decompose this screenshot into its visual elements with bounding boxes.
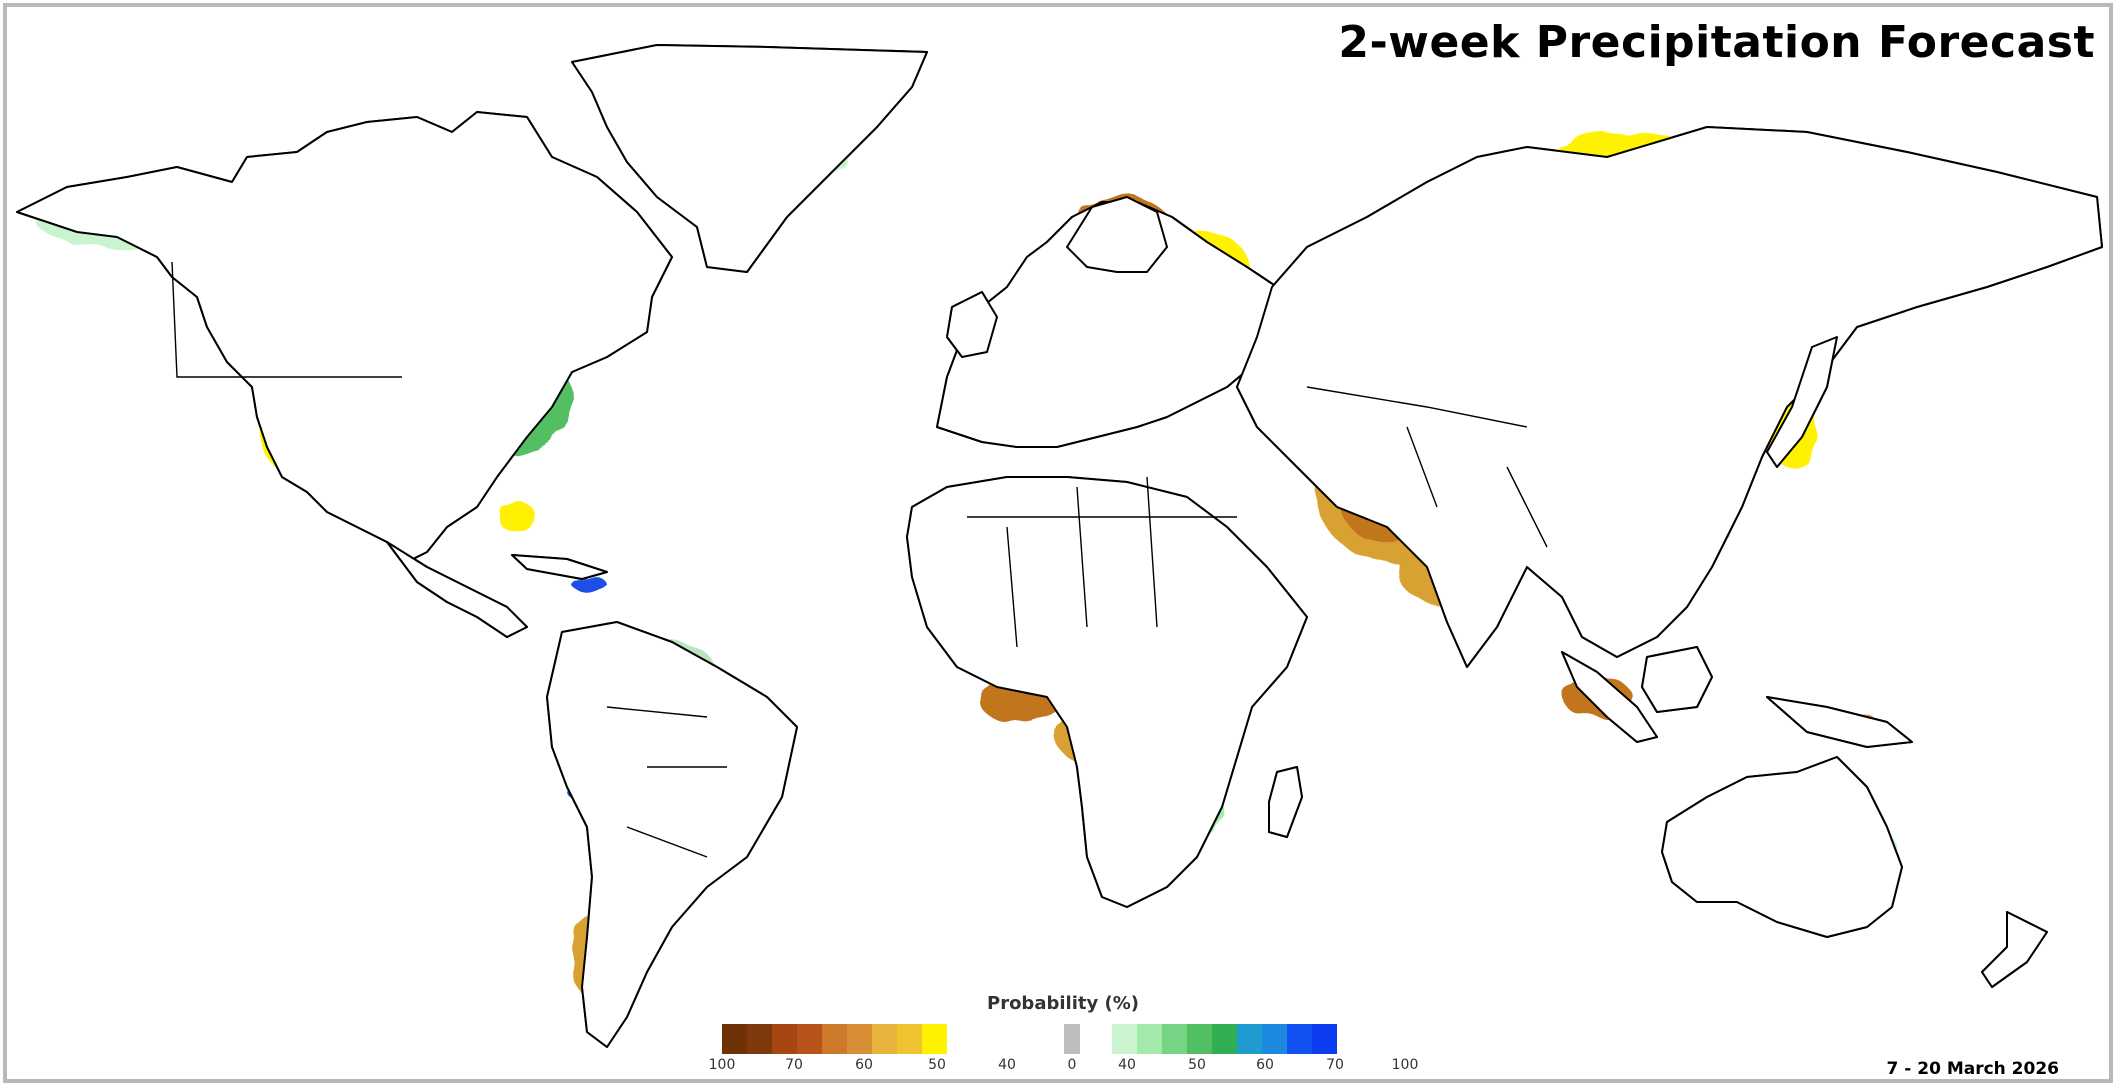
legend-swatch-wet — [1287, 1024, 1312, 1054]
world-forecast-map — [16, 44, 2103, 1048]
legend-swatch-wet — [1137, 1024, 1162, 1054]
legend-swatch-wet — [1187, 1024, 1212, 1054]
legend-swatch-wet — [1262, 1024, 1287, 1054]
legend-swatch-dry — [897, 1024, 922, 1054]
legend-label-wet: 40 — [1118, 1057, 1136, 1073]
legend-swatch-dry — [847, 1024, 872, 1054]
legend-label-dry: 40 — [998, 1057, 1016, 1073]
legend-swatch-dry — [822, 1024, 847, 1054]
forecast-date-range: 7 - 20 March 2026 — [1886, 1059, 2059, 1079]
legend-swatch-dry — [772, 1024, 797, 1054]
legend-swatch-wet — [1237, 1024, 1262, 1054]
country-borders — [171, 261, 1548, 858]
legend-title: Probability (%) — [987, 993, 1139, 1014]
legend-swatch-wet — [1162, 1024, 1187, 1054]
legend-label-dry: 60 — [855, 1057, 873, 1073]
legend-label-wet: 60 — [1256, 1057, 1274, 1073]
legend-swatch-dry — [797, 1024, 822, 1054]
legend-swatch-wet — [1312, 1024, 1337, 1054]
map-title: 2-week Precipitation Forecast — [1338, 17, 2095, 68]
legend-swatch-wet — [1212, 1024, 1237, 1054]
legend-label-dry: 100 — [708, 1057, 736, 1073]
field-gulf-dry — [497, 503, 537, 531]
legend-swatch-dry — [722, 1024, 747, 1054]
legend-label-wet: 100 — [1391, 1057, 1419, 1073]
legend-swatch-wet — [1112, 1024, 1137, 1054]
coastline-overlay — [16, 44, 2103, 1048]
legend-label-wet: 70 — [1326, 1057, 1344, 1073]
legend-label-dry: 50 — [928, 1057, 946, 1073]
legend-swatch-normal — [1064, 1024, 1080, 1054]
legend-label-normal: 0 — [1067, 1057, 1077, 1073]
legend-swatch-dry — [922, 1024, 947, 1054]
legend-label-wet: 50 — [1188, 1057, 1206, 1073]
legend-label-dry: 70 — [785, 1057, 803, 1073]
legend-swatch-dry — [872, 1024, 897, 1054]
map-frame: 2-week Precipitation Forecast Probabilit… — [3, 3, 2113, 1083]
legend-swatch-dry — [747, 1024, 772, 1054]
